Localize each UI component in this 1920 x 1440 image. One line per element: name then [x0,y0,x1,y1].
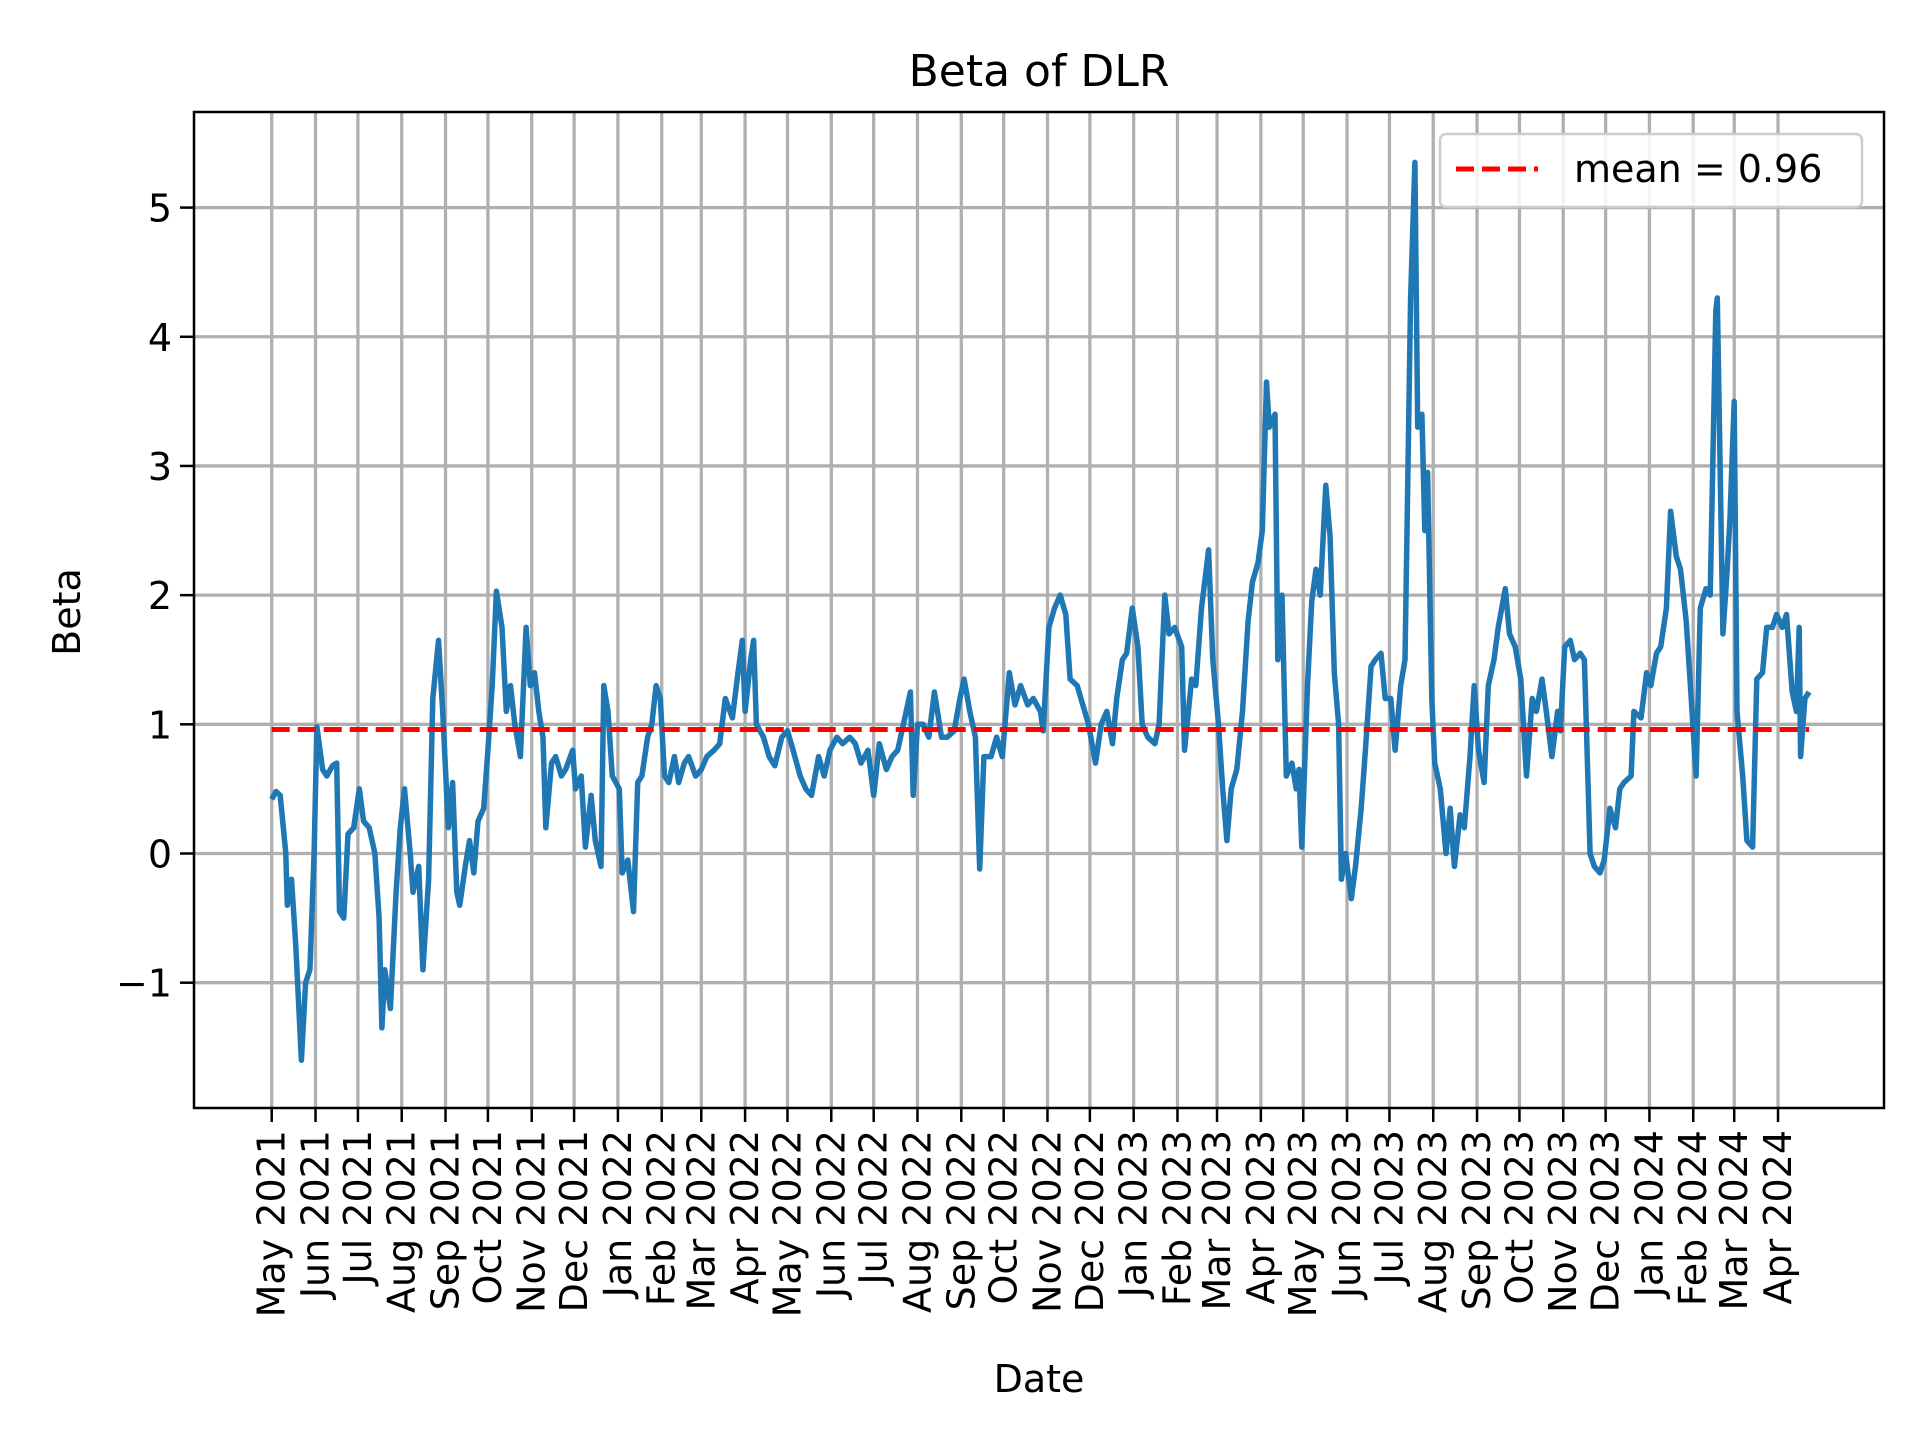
x-tick-label: Jul 2023 [1367,1130,1411,1287]
x-tick-label: Jun 2022 [809,1130,853,1300]
legend-box [1438,132,1864,209]
legend: mean = 0.96 [1438,132,1864,209]
y-tick-label: 2 [148,574,172,618]
x-tick-label: Sep 2023 [1455,1130,1499,1310]
x-axis-label: Date [994,1357,1085,1401]
y-tick-label: 3 [148,445,172,489]
y-axis-label: Beta [45,568,89,656]
x-tick-label: Feb 2022 [640,1130,684,1306]
x-tick-label: Jul 2021 [336,1130,380,1287]
x-tick-label: Feb 2023 [1155,1130,1199,1306]
x-tick-label: Jun 2021 [294,1130,338,1300]
x-tick-label: May 2022 [765,1130,809,1317]
y-tick-label: −1 [116,962,172,1006]
x-tick-label: Aug 2022 [895,1130,939,1313]
x-tick-label: Nov 2021 [510,1130,554,1313]
x-tick-label: Dec 2023 [1584,1130,1628,1312]
y-tick-label: 1 [148,703,172,747]
axes-frame [192,110,1886,1110]
x-tick-label: Jan 2024 [1627,1130,1671,1299]
y-tick-label: 4 [148,316,172,360]
chart-title: Beta of DLR [909,46,1170,97]
x-tick-label: Jan 2022 [596,1130,640,1299]
x-tick-label: Apr 2022 [723,1130,767,1305]
x-tick-label: Apr 2024 [1756,1130,1800,1305]
x-tick-label: Oct 2021 [466,1130,510,1305]
plot-area [269,159,1812,1063]
x-tick-label: Mar 2023 [1195,1130,1239,1310]
x-tick-label: Mar 2022 [679,1130,723,1310]
x-tick-label: Apr 2023 [1239,1130,1283,1305]
x-tick-label: Oct 2023 [1497,1130,1541,1305]
x-tick-label: Dec 2021 [552,1130,596,1312]
beta-series-line [269,159,1812,1063]
x-tick-label: May 2021 [250,1130,294,1317]
x-tick-label: Jul 2022 [852,1130,896,1287]
x-tick-label: Aug 2023 [1411,1130,1455,1313]
x-tick-label: Oct 2022 [982,1130,1026,1305]
x-tick-label: Aug 2021 [380,1130,424,1313]
x-tick-label: Jan 2023 [1112,1130,1156,1299]
x-tick-label: Feb 2024 [1671,1130,1715,1306]
x-tick-label: Jun 2023 [1325,1130,1369,1300]
x-tick-label: Mar 2024 [1712,1130,1756,1310]
grid [194,112,1884,1108]
x-tick-label: May 2023 [1281,1130,1325,1317]
y-tick-label: 0 [148,833,172,877]
x-tick-label: Nov 2022 [1025,1130,1069,1313]
legend-mean-label: mean = 0.96 [1574,147,1822,191]
x-tick-label: Sep 2022 [939,1130,983,1310]
x-tick-label: Nov 2023 [1541,1130,1585,1313]
y-tick-label: 5 [148,187,172,231]
x-tick-label: Dec 2022 [1068,1130,1112,1312]
x-tick-label: Sep 2021 [424,1130,468,1310]
